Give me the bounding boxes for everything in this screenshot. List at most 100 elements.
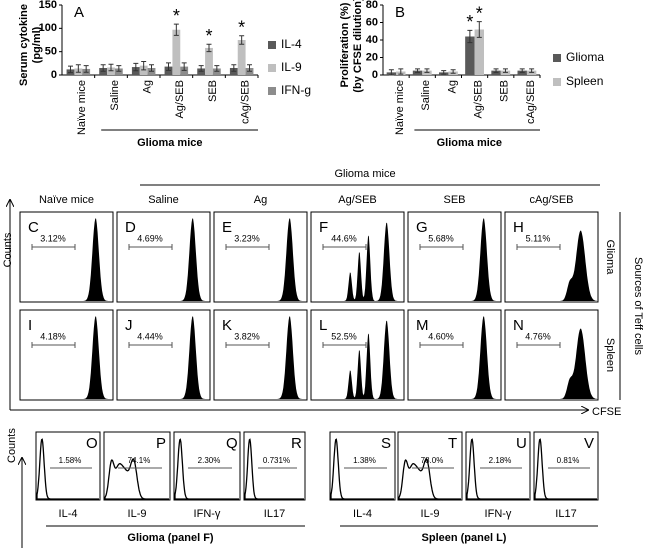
error-bar [133, 62, 139, 72]
gate [419, 342, 464, 348]
gate-percent: 5.11% [526, 233, 551, 243]
gate-percent: 0.81% [557, 456, 580, 465]
gate-percent: 4.76% [525, 331, 551, 341]
gate [128, 342, 173, 348]
y-tick-label: 40 [366, 34, 378, 46]
histogram [506, 328, 597, 399]
error-bar [149, 64, 155, 72]
error-bar [214, 65, 220, 72]
histogram [118, 316, 209, 399]
column-label: Ag/SEB [338, 194, 377, 206]
panel-letter: I [28, 317, 32, 334]
marker-label: IL17 [264, 508, 285, 520]
gate [225, 244, 270, 250]
histogram [118, 218, 209, 301]
histogram [409, 218, 500, 301]
y-tick-label: 80 [366, 0, 378, 11]
marker-label: IL-4 [353, 508, 372, 520]
y-axis-label: (pg/ml) [31, 26, 43, 63]
y-tick-label: 0 [51, 69, 57, 81]
error-bar [388, 69, 394, 76]
gate-percent: 3.12% [40, 233, 66, 243]
error-bar [108, 63, 114, 72]
gate [419, 244, 464, 250]
histogram [215, 316, 306, 399]
panel-letter: M [416, 317, 429, 334]
y-axis-label: Counts [6, 428, 18, 463]
x-tick-label: SEB [207, 80, 219, 102]
error-bar [206, 43, 212, 53]
legend-label: IFN-g [281, 83, 311, 97]
panel-letter: K [222, 317, 232, 334]
error-bar [476, 21, 482, 38]
column-label: Saline [148, 194, 179, 206]
gate-percent: 4.44% [137, 331, 163, 341]
annotation: * [466, 12, 473, 32]
histogram [104, 458, 169, 500]
legend-label: Spleen [566, 74, 603, 88]
row-label: Spleen [604, 338, 616, 372]
group-label: Glioma (panel F) [127, 532, 214, 544]
x-tick-label: cAg/SEB [525, 80, 537, 124]
error-bar [173, 23, 179, 36]
y-tick-label: 0 [372, 69, 378, 81]
group-label: Spleen (panel L) [422, 532, 507, 544]
y-tick-label: 60 [366, 16, 378, 28]
annotation: * [173, 6, 180, 26]
histogram-frame [329, 431, 396, 501]
gate [128, 244, 173, 250]
error-bar [247, 64, 253, 72]
error-bar [493, 68, 499, 73]
legend-label: IL-9 [281, 60, 302, 74]
histogram [466, 438, 529, 500]
bar [474, 29, 485, 75]
error-bar [502, 68, 508, 73]
gate-percent: 44.6% [331, 233, 357, 243]
bar [205, 47, 213, 75]
error-bar [116, 65, 122, 72]
legend-swatch [268, 41, 276, 49]
annotation: * [238, 18, 245, 38]
histogram [36, 438, 99, 500]
histogram [21, 218, 112, 301]
error-bar [67, 65, 73, 74]
gate-percent: 4.18% [40, 331, 66, 341]
histogram [21, 316, 112, 399]
error-bar [141, 60, 147, 71]
x-tick-label: Naïve mice [76, 80, 88, 135]
error-bar [198, 65, 204, 72]
error-bar [75, 64, 81, 73]
panel-letter: N [513, 317, 524, 334]
error-bar [415, 68, 421, 73]
gate-percent: 2.18% [489, 456, 512, 465]
histogram [330, 438, 394, 500]
error-bar [100, 64, 106, 72]
group-label: Glioma mice [437, 137, 502, 149]
side-label: Sources of Teff cells [632, 257, 644, 356]
gate-percent: 74.1% [128, 456, 151, 465]
error-bar [165, 62, 171, 71]
histogram [312, 222, 403, 301]
panel-letter: J [125, 317, 133, 334]
histogram [312, 320, 403, 399]
histogram [398, 458, 461, 500]
gate-percent: 2.30% [198, 456, 221, 465]
gate [225, 342, 270, 348]
marker-label: IFN-γ [194, 508, 221, 520]
x-tick-label: Saline [420, 80, 432, 111]
error-bar [83, 65, 89, 73]
legend-label: Glioma [566, 50, 604, 64]
panel-label: A [74, 4, 84, 21]
gate [516, 244, 561, 250]
group-label: Glioma mice [137, 137, 202, 149]
legend-swatch [553, 78, 561, 86]
x-axis-label: CFSE [592, 406, 621, 418]
y-tick-label: 100 [39, 22, 57, 34]
gate [31, 342, 76, 348]
error-bar [181, 62, 187, 71]
gate-percent: 52.5% [331, 331, 357, 341]
legend-label: IL-4 [281, 37, 302, 51]
legend-swatch [553, 54, 561, 62]
panel-letter: E [222, 219, 232, 236]
